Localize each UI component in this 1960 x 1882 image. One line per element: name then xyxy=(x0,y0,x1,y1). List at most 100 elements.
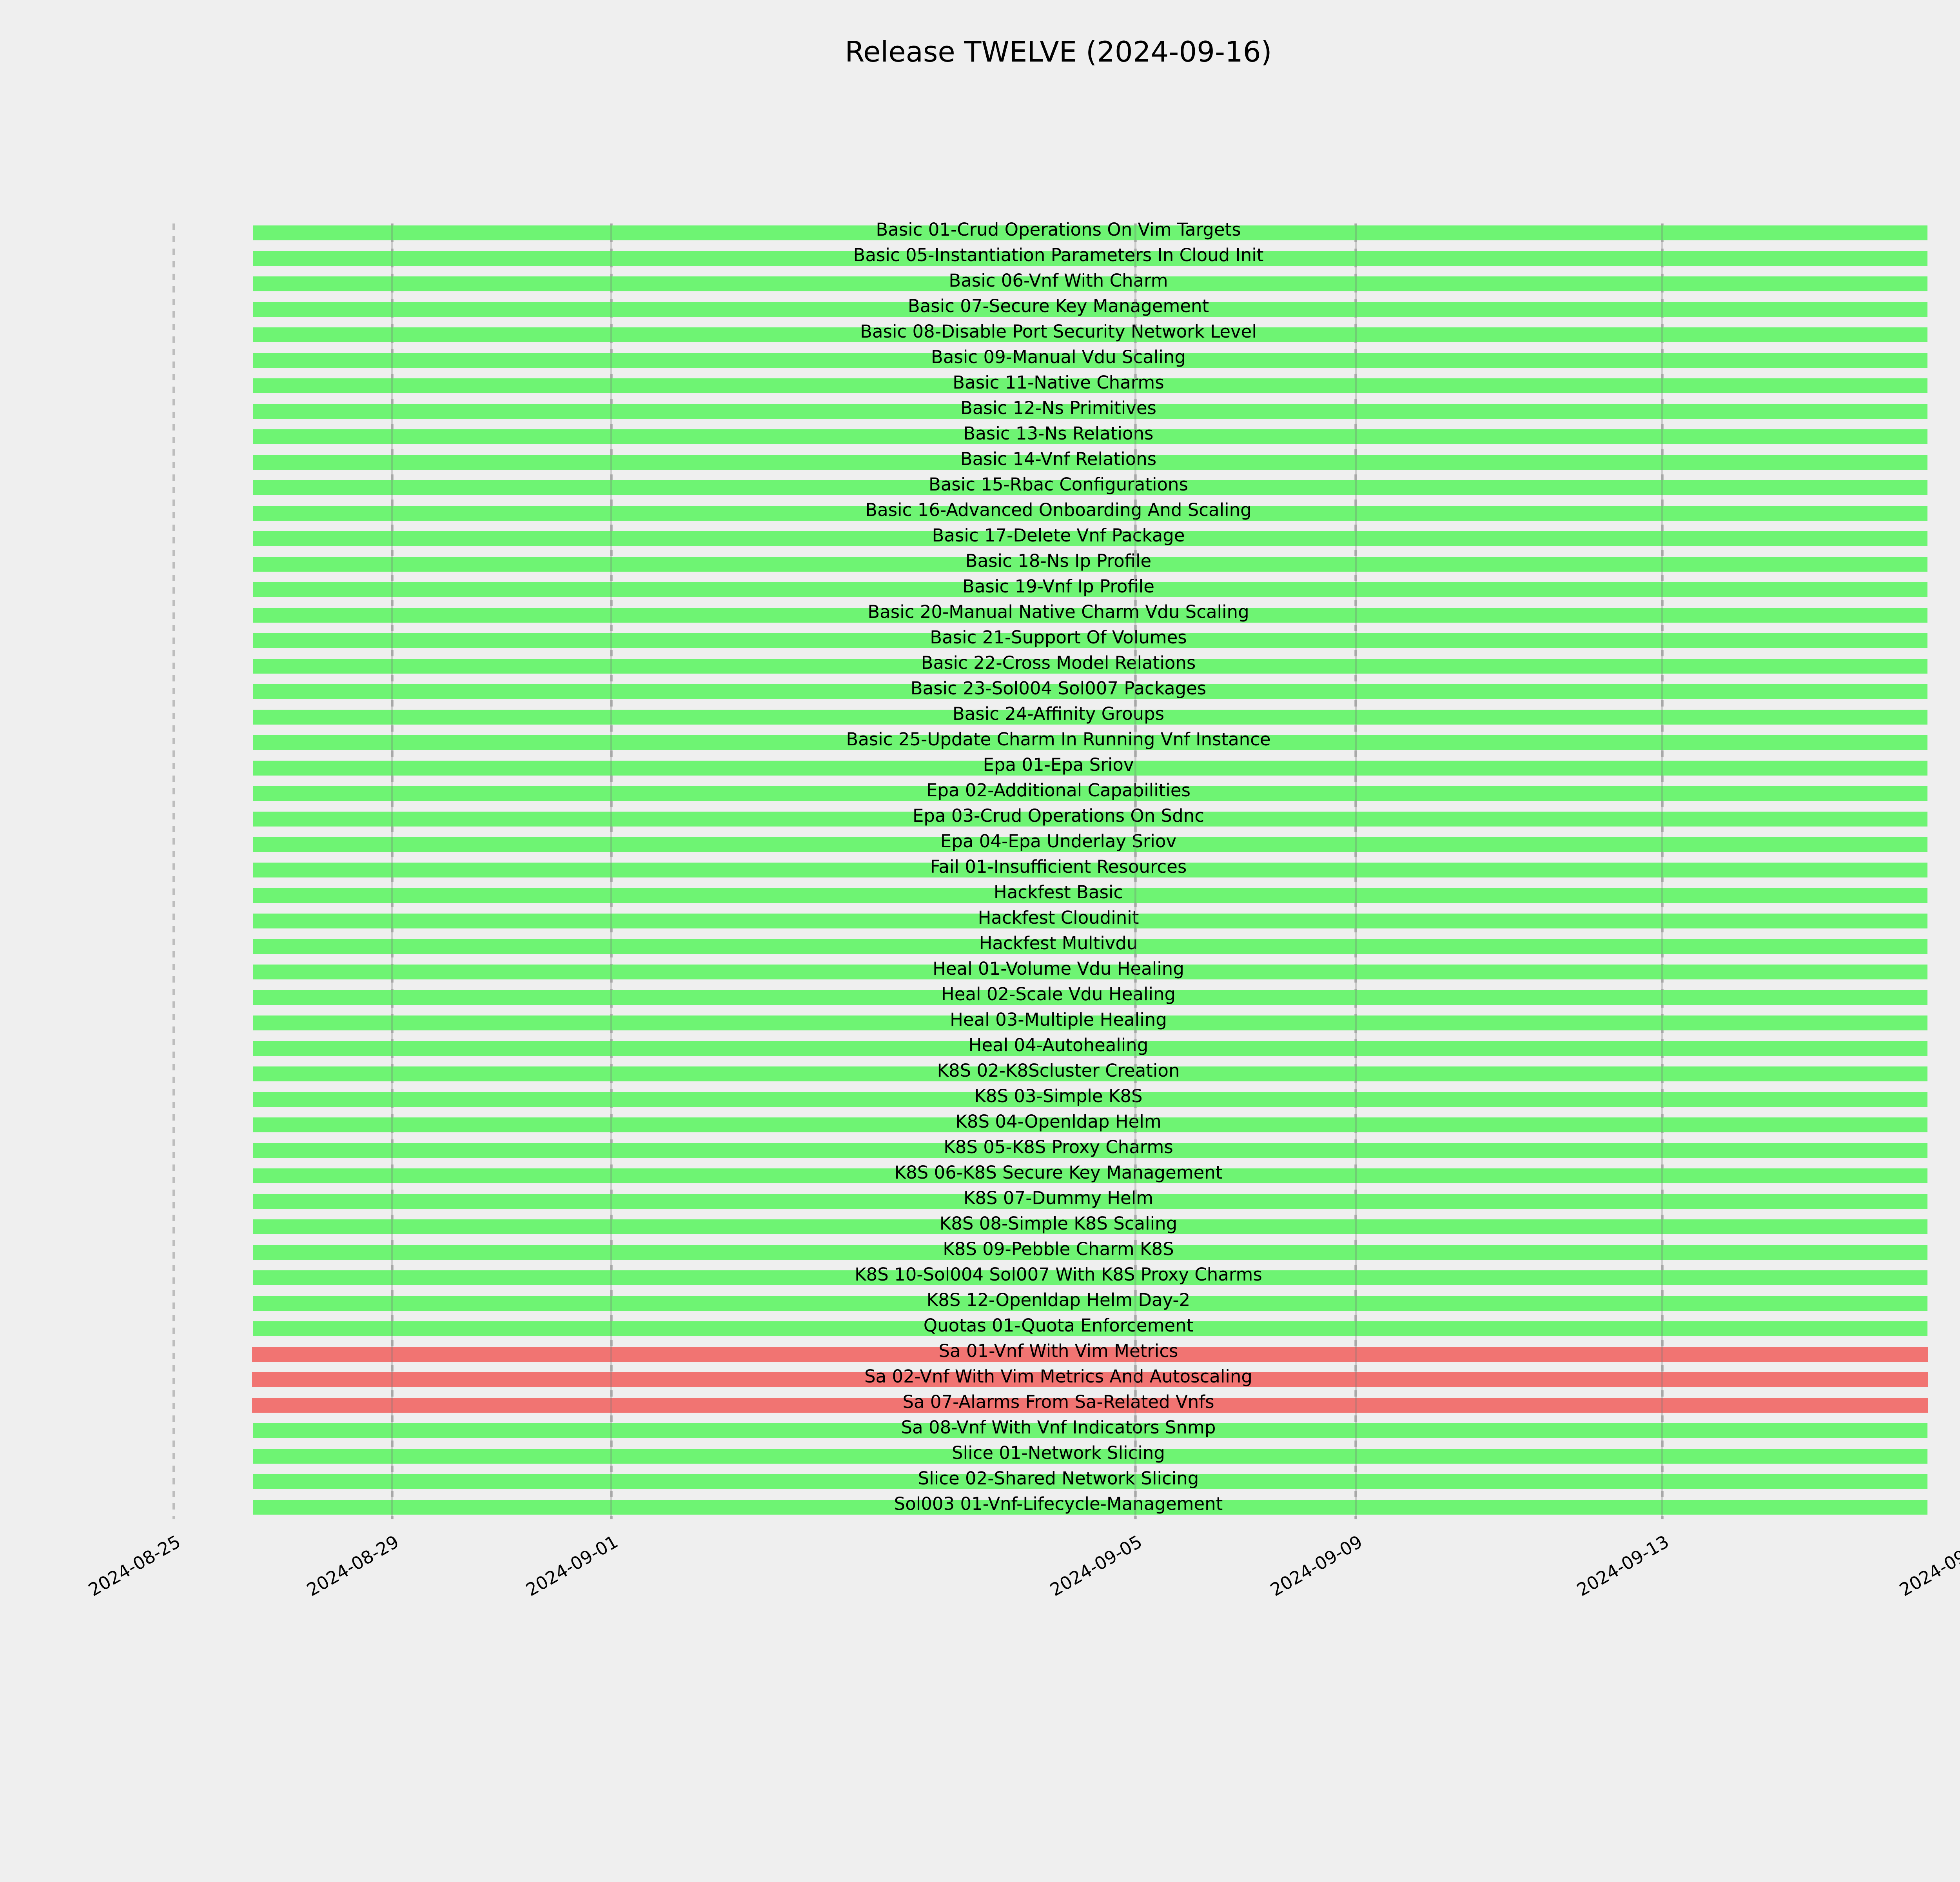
bar-pass[interactable] xyxy=(253,225,1927,240)
bar-pass[interactable] xyxy=(253,939,1927,954)
bar-label: Hackfest Basic xyxy=(993,882,1123,903)
x-tick-label: 2024-09-13 xyxy=(1573,1531,1673,1600)
x-tick-label: 2024-09-09 xyxy=(1267,1531,1366,1600)
bar-row xyxy=(0,531,1960,546)
bar-pass[interactable] xyxy=(253,1449,1927,1464)
bar-pass[interactable] xyxy=(253,1296,1927,1311)
bar-pass[interactable] xyxy=(253,302,1927,317)
bar-pass[interactable] xyxy=(253,735,1927,750)
bar-label: Epa 03-Crud Operations On Sdnc xyxy=(912,805,1205,826)
bar-label: Slice 02-Shared Network Slicing xyxy=(918,1468,1199,1489)
bar-row xyxy=(0,1041,1960,1056)
bar-pass[interactable] xyxy=(253,1245,1927,1260)
bar-row xyxy=(0,225,1960,240)
bar-label: Slice 01-Network Slicing xyxy=(952,1442,1165,1463)
bar-pass[interactable] xyxy=(253,1194,1927,1209)
bar-label: K8S 05-K8S Proxy Charms xyxy=(944,1137,1173,1157)
bar-fail[interactable] xyxy=(252,1372,1928,1387)
bar-pass[interactable] xyxy=(253,1143,1927,1158)
bar-fail[interactable] xyxy=(252,1398,1928,1413)
bar-pass[interactable] xyxy=(253,531,1927,546)
bar-pass[interactable] xyxy=(253,914,1927,928)
bar-label: K8S 02-K8Scluster Creation xyxy=(937,1060,1180,1081)
bar-pass[interactable] xyxy=(253,506,1927,521)
bar-label: Basic 18-Ns Ip Profile xyxy=(965,550,1152,571)
bar-row xyxy=(0,506,1960,521)
bar-label: Epa 01-Epa Sriov xyxy=(983,754,1134,775)
x-tick-label: 2024-08-25 xyxy=(85,1531,184,1600)
bar-label: Hackfest Multivdu xyxy=(979,933,1138,954)
bar-pass[interactable] xyxy=(253,761,1927,776)
bar-pass[interactable] xyxy=(253,480,1927,495)
x-tick-label: 2024-09-05 xyxy=(1046,1531,1146,1600)
bar-pass[interactable] xyxy=(253,659,1927,674)
bar-pass[interactable] xyxy=(253,837,1927,852)
bar-pass[interactable] xyxy=(253,1219,1927,1234)
bar-row xyxy=(0,429,1960,444)
bar-pass[interactable] xyxy=(253,378,1927,393)
bar-pass[interactable] xyxy=(253,1015,1927,1030)
bar-row xyxy=(0,353,1960,368)
bar-pass[interactable] xyxy=(253,1321,1927,1336)
bar-label: Basic 09-Manual Vdu Scaling xyxy=(931,347,1186,367)
bar-pass[interactable] xyxy=(253,455,1927,470)
bar-label: Basic 14-Vnf Relations xyxy=(960,449,1157,469)
bar-pass[interactable] xyxy=(253,1500,1927,1515)
bar-row xyxy=(0,1398,1960,1413)
bar-pass[interactable] xyxy=(253,353,1927,368)
bar-label: Basic 16-Advanced Onboarding And Scaling xyxy=(865,500,1252,520)
bar-row xyxy=(0,659,1960,674)
x-tick-label: 2024-08-29 xyxy=(303,1531,403,1600)
bar-pass[interactable] xyxy=(253,1117,1927,1132)
bar-label: Basic 08-Disable Port Security Network L… xyxy=(860,321,1257,342)
bar-row xyxy=(0,1423,1960,1438)
bar-pass[interactable] xyxy=(253,251,1927,266)
bar-pass[interactable] xyxy=(253,557,1927,572)
bar-pass[interactable] xyxy=(253,582,1927,597)
bar-pass[interactable] xyxy=(253,1474,1927,1489)
bar-row xyxy=(0,1015,1960,1030)
bar-label: Hackfest Cloudinit xyxy=(978,907,1139,928)
bar-label: Basic 17-Delete Vnf Package xyxy=(932,525,1185,546)
bar-label: Basic 24-Affinity Groups xyxy=(952,703,1165,724)
bar-label: Fail 01-Insufficient Resources xyxy=(930,856,1187,877)
bar-row xyxy=(0,939,1960,954)
bar-pass[interactable] xyxy=(253,990,1927,1005)
bar-pass[interactable] xyxy=(253,276,1927,291)
bar-pass[interactable] xyxy=(253,1092,1927,1107)
bar-pass[interactable] xyxy=(253,812,1927,827)
bar-row xyxy=(0,633,1960,648)
bar-pass[interactable] xyxy=(253,1270,1927,1285)
bar-label: K8S 03-Simple K8S xyxy=(974,1086,1143,1106)
bar-pass[interactable] xyxy=(253,786,1927,801)
bar-pass[interactable] xyxy=(253,888,1927,903)
bar-pass[interactable] xyxy=(253,1066,1927,1081)
bar-fail[interactable] xyxy=(252,1347,1928,1362)
bar-row xyxy=(0,786,1960,801)
bar-pass[interactable] xyxy=(253,1423,1927,1438)
bar-row xyxy=(0,1449,1960,1464)
bar-row xyxy=(0,990,1960,1005)
bar-label: Sol003 01-Vnf-Lifecycle-Management xyxy=(894,1493,1223,1514)
bar-pass[interactable] xyxy=(253,1041,1927,1056)
bar-label: Basic 22-Cross Model Relations xyxy=(921,652,1196,673)
bar-row xyxy=(0,761,1960,776)
bar-row xyxy=(0,1117,1960,1132)
bar-label: Sa 07-Alarms From Sa-Related Vnfs xyxy=(902,1392,1214,1412)
bar-pass[interactable] xyxy=(253,327,1927,342)
bar-row xyxy=(0,251,1960,266)
bar-row xyxy=(0,684,1960,699)
bar-pass[interactable] xyxy=(253,684,1927,699)
bar-pass[interactable] xyxy=(253,429,1927,444)
bar-label: K8S 12-Openldap Helm Day-2 xyxy=(926,1290,1191,1310)
bar-pass[interactable] xyxy=(253,608,1927,623)
bar-pass[interactable] xyxy=(253,633,1927,648)
bar-pass[interactable] xyxy=(253,965,1927,979)
bar-pass[interactable] xyxy=(253,863,1927,877)
bar-pass[interactable] xyxy=(253,710,1927,725)
bar-pass[interactable] xyxy=(253,1168,1927,1183)
bar-pass[interactable] xyxy=(253,404,1927,419)
bar-label: Basic 01-Crud Operations On Vim Targets xyxy=(876,219,1241,240)
bar-label: Heal 04-Autohealing xyxy=(968,1035,1149,1055)
